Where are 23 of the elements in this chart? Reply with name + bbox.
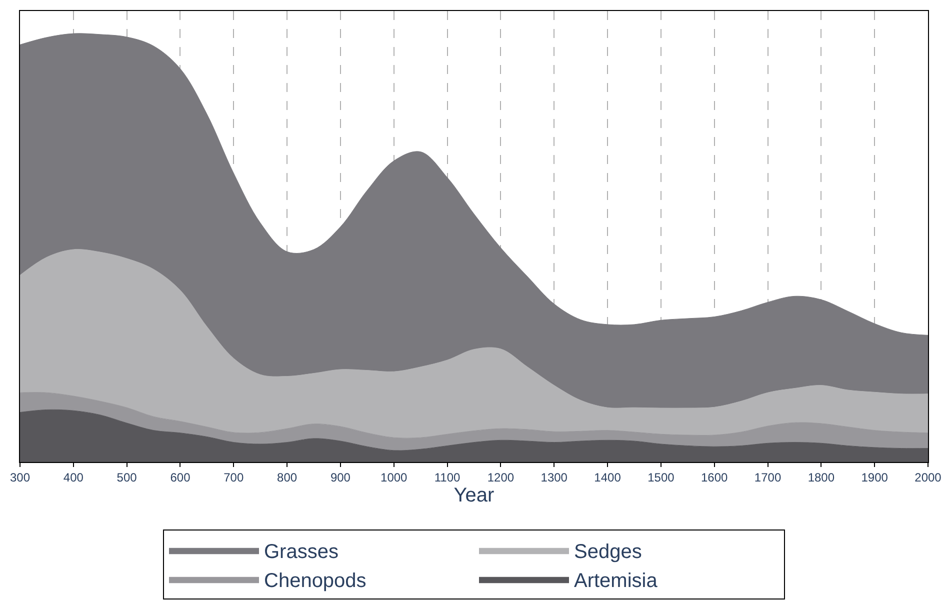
x-tick-label: 1000 bbox=[380, 470, 408, 484]
x-tick-label: 500 bbox=[116, 470, 138, 484]
legend-label: Sedges bbox=[574, 540, 642, 563]
x-tick-label: 900 bbox=[330, 470, 351, 484]
x-tick-label: 1200 bbox=[487, 470, 514, 484]
x-axis-title: Year bbox=[454, 484, 495, 506]
x-tick-label: 1900 bbox=[861, 470, 888, 484]
x-tick-label: 1100 bbox=[434, 470, 461, 484]
x-tick-label: 1600 bbox=[701, 470, 728, 484]
x-tick-label: 2000 bbox=[914, 470, 942, 484]
x-tick-label: 700 bbox=[224, 470, 244, 484]
x-tick-label: 400 bbox=[63, 470, 84, 484]
x-tick-label: 1300 bbox=[540, 470, 568, 484]
legend-label: Grasses bbox=[264, 540, 338, 563]
x-tick-label: 1700 bbox=[754, 470, 782, 484]
x-tick-label: 300 bbox=[10, 470, 30, 484]
x-tick-label: 800 bbox=[277, 470, 298, 484]
legend-label: Chenopods bbox=[264, 570, 366, 592]
x-tick-label: 1500 bbox=[648, 470, 675, 484]
x-tick-label: 1800 bbox=[808, 470, 835, 484]
legend-label: Artemisia bbox=[574, 570, 658, 592]
x-tick-label: 600 bbox=[170, 470, 191, 484]
x-tick-label: 1400 bbox=[594, 470, 622, 484]
